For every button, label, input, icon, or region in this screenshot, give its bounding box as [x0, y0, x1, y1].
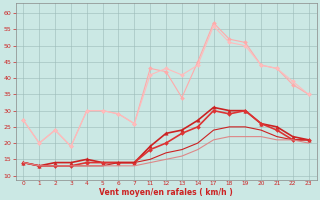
X-axis label: Vent moyen/en rafales ( km/h ): Vent moyen/en rafales ( km/h ): [99, 188, 233, 197]
